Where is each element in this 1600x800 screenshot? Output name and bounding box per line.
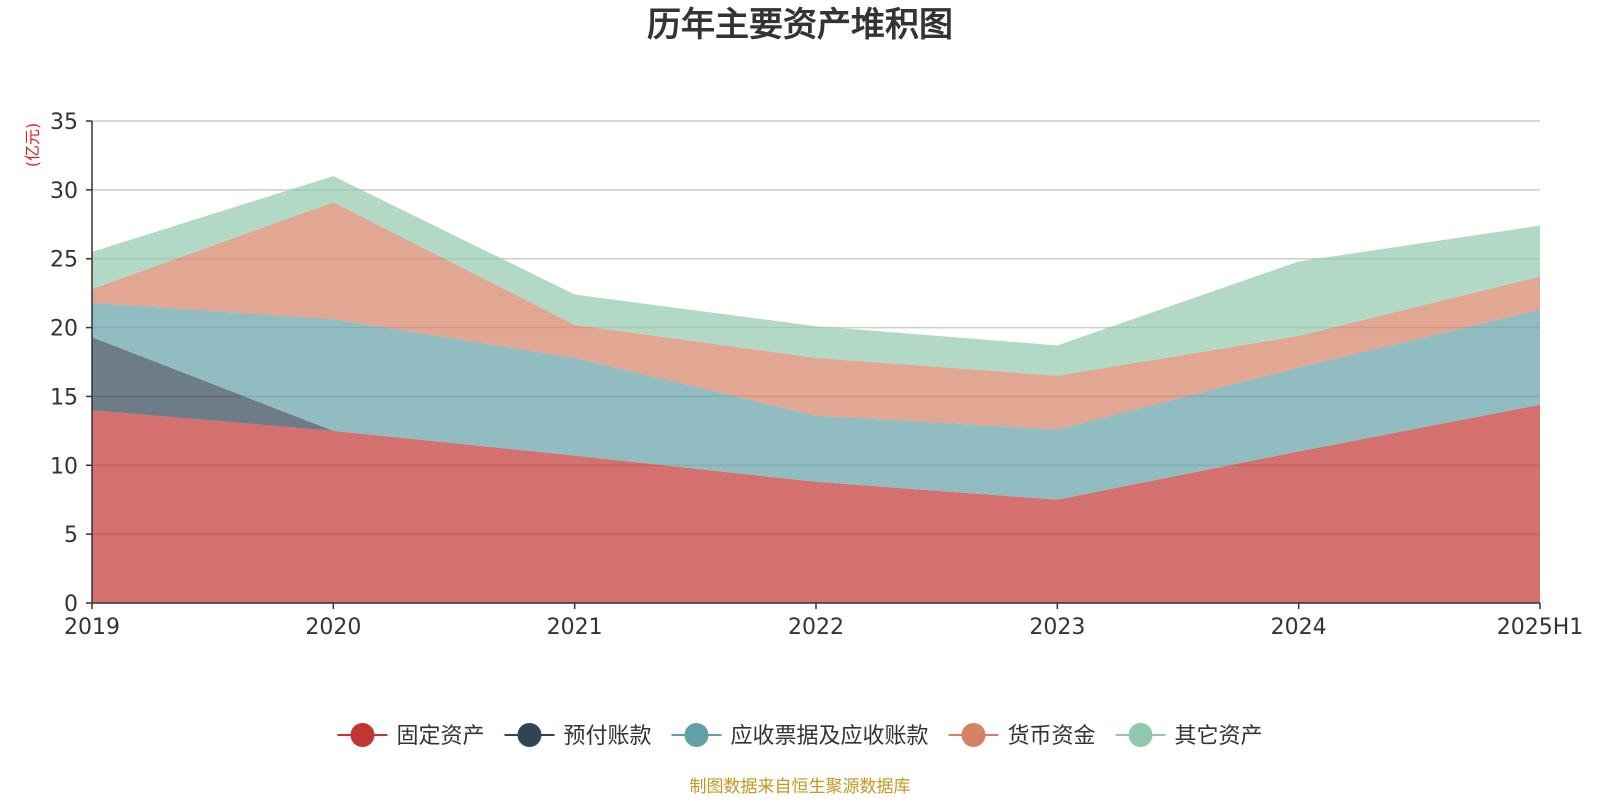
area-series — [92, 302, 1540, 500]
area-series — [92, 404, 1540, 603]
area-series — [92, 202, 1540, 430]
x-tick-label: 2021 — [547, 615, 603, 640]
legend-marker — [517, 723, 542, 747]
x-tick-label: 2023 — [1029, 615, 1085, 640]
y-tick-label: 20 — [50, 317, 78, 342]
y-tick-label: 30 — [50, 179, 78, 204]
y-tick-label: 10 — [50, 454, 78, 479]
x-tick-label: 2025H1 — [1497, 615, 1584, 640]
x-tick-label: 2024 — [1271, 615, 1327, 640]
legend-label: 预付账款 — [563, 724, 651, 749]
y-tick-label: 15 — [50, 385, 78, 410]
x-tick-label: 2019 — [64, 615, 120, 640]
legend-label: 其它资产 — [1175, 724, 1263, 749]
y-axis-unit-label: (亿元) — [23, 123, 42, 168]
legend[interactable]: 固定资产 预付账款 应收票据及应收账款 货币资金 其它资产 — [337, 723, 1263, 749]
y-tick-label: 25 — [50, 248, 78, 273]
legend-label: 固定资产 — [396, 724, 484, 749]
axes: 0 5 10 15 20 25 30 35 2019 2020 2021 2022 2023 2024 20… — [50, 110, 1583, 640]
legend-marker — [350, 723, 375, 747]
legend-marker — [1128, 723, 1153, 747]
legend-marker — [961, 723, 986, 747]
legend-marker — [684, 723, 709, 747]
y-tick-label: 35 — [50, 110, 78, 135]
legend-item[interactable]: 其它资产 — [1115, 723, 1263, 749]
legend-item[interactable]: 预付账款 — [504, 723, 651, 749]
chart-title: 历年主要资产堆积图 — [647, 5, 953, 45]
legend-item[interactable]: 货币资金 — [948, 723, 1096, 749]
legend-item[interactable]: 固定资产 — [337, 723, 484, 749]
y-tick-label: 5 — [64, 523, 78, 548]
data-source-note: 制图数据来自恒生聚源数据库 — [690, 777, 911, 797]
area-series — [92, 176, 1540, 376]
x-tick-label: 2020 — [305, 615, 361, 640]
x-tick-label: 2022 — [788, 615, 844, 640]
legend-label: 应收票据及应收账款 — [730, 724, 928, 749]
legend-item[interactable]: 应收票据及应收账款 — [671, 723, 929, 749]
y-tick-label: 0 — [64, 592, 78, 617]
legend-label: 货币资金 — [1008, 724, 1096, 749]
stacked-areas — [92, 176, 1540, 603]
